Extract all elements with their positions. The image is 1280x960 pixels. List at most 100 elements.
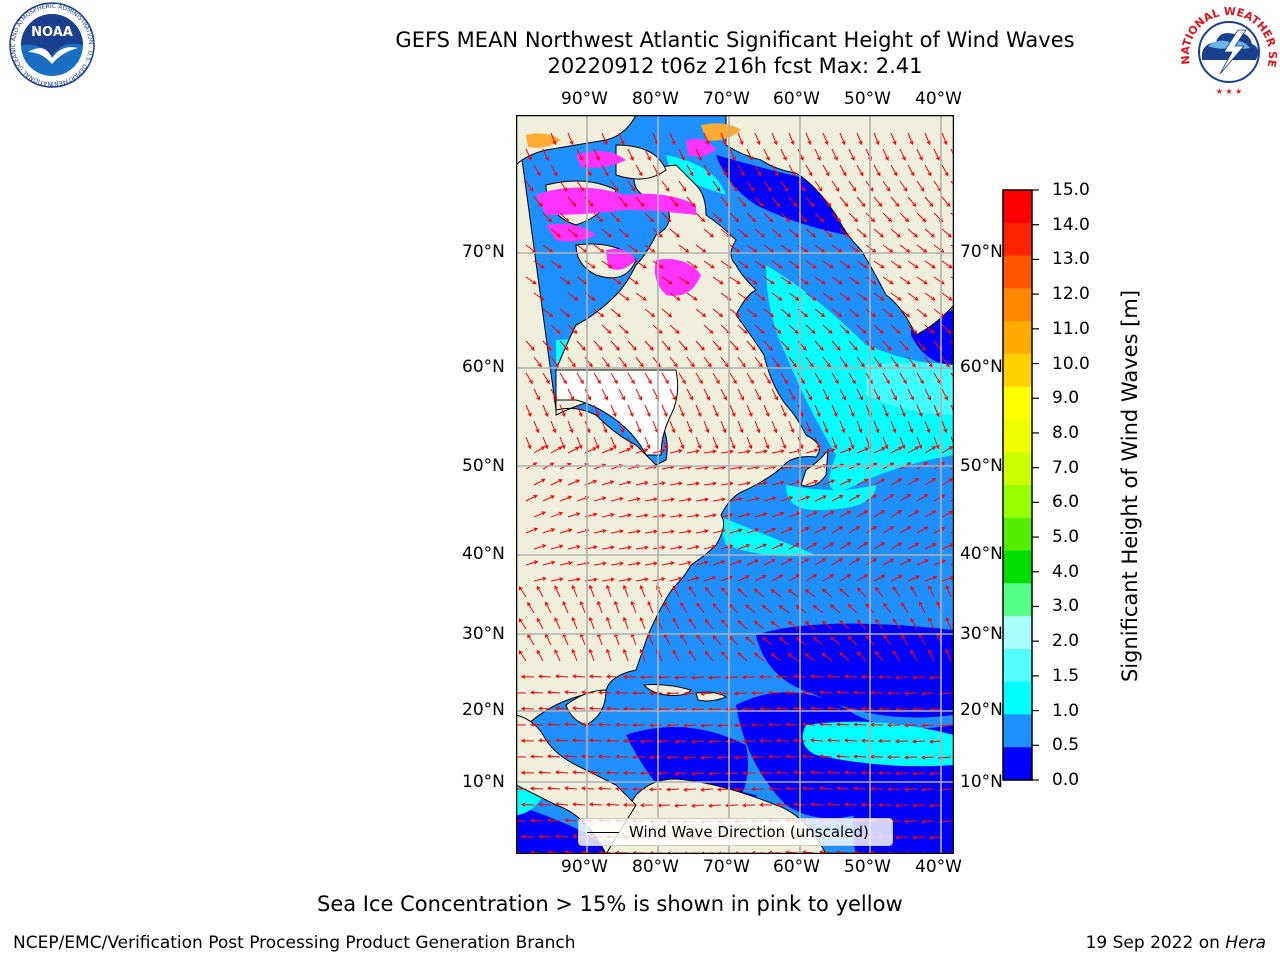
wave-direction-arrow [712, 212, 723, 223]
wave-direction-arrow [588, 738, 603, 743]
wave-direction-arrow [741, 739, 756, 744]
wave-direction-arrow [839, 196, 849, 208]
wave-direction-arrow [877, 738, 891, 744]
wave-direction-arrow [550, 446, 563, 454]
colorbar-segment [1003, 386, 1032, 421]
wave-direction-arrow [618, 513, 632, 518]
wave-direction-arrow [567, 544, 581, 550]
wave-direction-arrow [542, 436, 549, 450]
wave-direction-arrow [839, 420, 846, 434]
wave-direction-arrow [520, 706, 535, 711]
wave-direction-arrow [703, 420, 710, 434]
wave-direction-arrow [669, 292, 681, 301]
wave-direction-arrow [529, 818, 544, 823]
lat-label-right: 50°N [960, 456, 1003, 476]
wave-direction-arrow [750, 722, 765, 728]
wave-direction-arrow [699, 755, 714, 760]
wave-direction-arrow [644, 212, 655, 223]
wave-direction-arrow [763, 180, 772, 192]
wave-direction-arrow [754, 575, 767, 582]
wave-direction-arrow [941, 164, 949, 177]
wave-direction-arrow [758, 706, 773, 712]
wave-direction-arrow [536, 617, 544, 630]
wave-direction-arrow [761, 604, 773, 614]
wave-direction-arrow [821, 588, 833, 598]
wave-direction-arrow [890, 324, 901, 334]
wave-direction-arrow [712, 635, 722, 646]
wave-direction-arrow [669, 420, 676, 434]
wave-direction-arrow [848, 404, 855, 417]
wave-direction-arrow [554, 802, 569, 807]
wave-direction-arrow [784, 754, 799, 759]
wave-direction-arrow [771, 511, 785, 518]
wave-direction-arrow [562, 600, 569, 614]
wave-direction-arrow [741, 675, 756, 680]
wave-direction-arrow [699, 723, 714, 728]
wave-direction-arrow [550, 356, 559, 368]
wave-direction-arrow [874, 586, 884, 598]
wave-direction-arrow [712, 528, 726, 534]
wave-direction-arrow [814, 495, 827, 502]
wave-direction-arrow [525, 372, 533, 385]
wave-direction-arrow [839, 164, 847, 177]
wave-direction-arrow [720, 481, 734, 486]
wave-direction-arrow [695, 340, 705, 351]
wave-direction-arrow [690, 675, 705, 680]
wave-direction-arrow [754, 480, 768, 486]
wave-direction-arrow [537, 770, 552, 775]
wave-direction-arrow [652, 481, 666, 486]
wave-direction-arrow [648, 691, 663, 696]
wave-direction-arrow [601, 420, 608, 434]
wave-direction-arrow [848, 212, 859, 223]
wave-direction-arrow [729, 497, 743, 502]
wave-direction-arrow [716, 787, 731, 792]
wave-direction-arrow [704, 618, 714, 630]
wave-direction-arrow [933, 404, 940, 417]
wave-direction-arrow [695, 436, 702, 450]
wave-direction-arrow [614, 786, 629, 791]
wave-direction-arrow [699, 787, 714, 792]
wave-direction-arrow [686, 449, 700, 454]
wave-direction-arrow [729, 559, 743, 566]
wave-direction-arrow [907, 324, 918, 334]
wave-direction-arrow [877, 770, 891, 776]
wave-direction-arrow [767, 690, 782, 695]
wave-direction-arrow [635, 196, 645, 208]
wave-direction-arrow [848, 494, 861, 502]
sea-ice-caption: Sea Ice Concentration > 15% is shown in … [317, 892, 903, 916]
wave-direction-arrow [550, 479, 563, 486]
wave-direction-arrow [882, 526, 895, 534]
wave-direction-arrow [703, 132, 710, 146]
wave-direction-arrow [788, 132, 795, 146]
wave-direction-arrow [883, 634, 892, 646]
wave-direction-arrow [814, 372, 822, 385]
wave-direction-arrow [911, 739, 926, 744]
wave-direction-arrow [644, 340, 654, 351]
wave-direction-arrow [716, 691, 731, 696]
wave-direction-arrow [805, 196, 815, 208]
wave-direction-arrow [559, 495, 573, 502]
wave-direction-arrow [533, 356, 542, 368]
wave-direction-arrow [899, 526, 912, 534]
wave-direction-arrow [542, 560, 556, 566]
wave-direction-arrow [716, 723, 731, 728]
wave-direction-arrow [805, 388, 812, 401]
wave-direction-arrow [520, 738, 535, 743]
wave-direction-arrow [839, 652, 850, 662]
wave-direction-arrow [746, 528, 760, 534]
wave-direction-arrow [559, 276, 571, 285]
wave-direction-arrow [610, 372, 618, 385]
wave-direction-arrow [763, 212, 774, 223]
wave-direction-arrow [737, 588, 748, 598]
footer-date-text: 19 Sep 2022 on [1085, 933, 1226, 953]
wave-direction-arrow [848, 526, 861, 534]
wave-direction-arrow [805, 292, 817, 301]
wave-direction-arrow [576, 404, 583, 417]
colorbar-segment [1003, 419, 1032, 453]
wave-direction-arrow [911, 675, 926, 680]
wave-direction-arrow [784, 786, 799, 791]
wave-direction-arrow [563, 786, 578, 791]
wave-direction-arrow [852, 754, 867, 759]
wave-direction-arrow [533, 576, 547, 582]
wave-direction-arrow [593, 308, 605, 318]
